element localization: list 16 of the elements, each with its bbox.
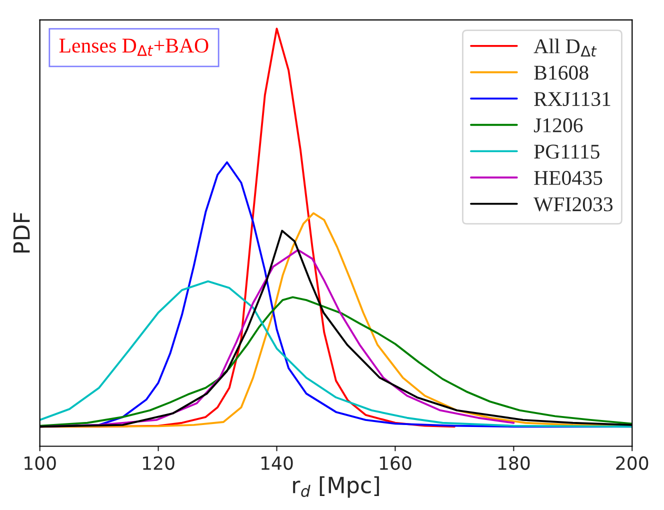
x-tick-label: 100 [24, 456, 56, 470]
x-tick-label: 140 [262, 456, 293, 470]
legend-label: RXJ1131 [534, 92, 610, 106]
legend-label: HE0435 [534, 170, 602, 185]
x-tick-label: 160 [380, 456, 412, 470]
legend-label: All D$_{Δt}$ [534, 38, 597, 57]
x-tick-label: 200 [616, 456, 648, 470]
x-tick-label: 120 [143, 456, 174, 470]
x-tick-label: 180 [498, 456, 530, 470]
x-axis-title: r$_{d}$ [Mpc] [293, 476, 379, 498]
legend-label: WFI2033 [534, 197, 613, 212]
annotation: Lenses D$_{Δt}$+BAO [59, 38, 208, 56]
y-axis-title: PDF [13, 212, 30, 253]
legend-label: B1608 [534, 66, 588, 80]
legend-label: PG1115 [534, 144, 600, 159]
legend-label: J1206 [534, 118, 583, 132]
